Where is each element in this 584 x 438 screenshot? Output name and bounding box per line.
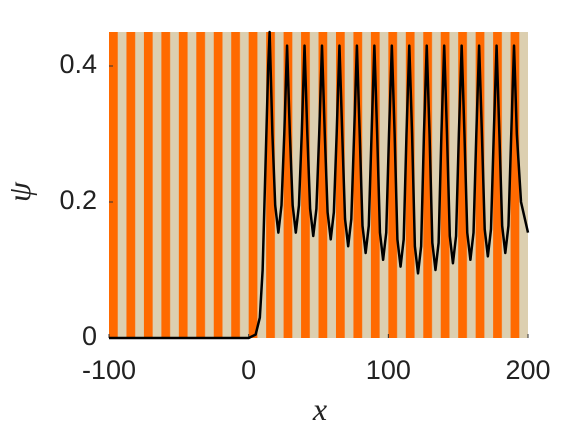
y-tick-label: 0.2 (59, 185, 97, 215)
x-tick-label: -100 (82, 355, 136, 385)
y-tick-label: 0.4 (59, 49, 97, 79)
y-tick-label: 0 (82, 321, 97, 351)
x-axis-label: x (312, 391, 327, 427)
data-line (109, 30, 530, 340)
y-axis-label: ψ (1, 181, 37, 202)
x-tick-label: 100 (366, 355, 411, 385)
x-tick-label: 0 (241, 355, 256, 385)
x-tick-label: 200 (505, 355, 550, 385)
